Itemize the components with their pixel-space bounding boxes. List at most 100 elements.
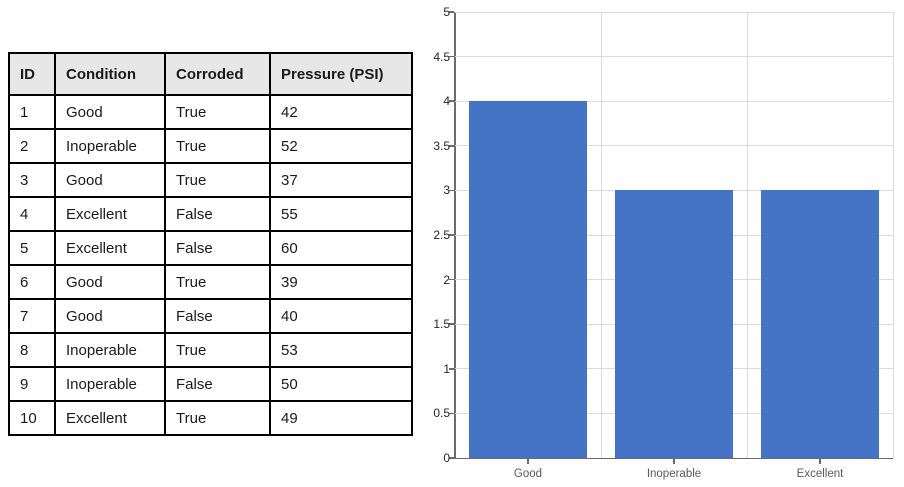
y-tick-mark [449, 412, 454, 415]
y-tick-mark [449, 457, 454, 459]
table-cell: Good [54, 94, 166, 130]
condition-data-table: ID Condition Corroded Pressure (PSI) 1 Good T… [8, 52, 413, 436]
bar-good [469, 101, 587, 458]
table-row: 7 Good False 40 [8, 298, 413, 334]
table-cell: True [164, 332, 271, 368]
table-cell: Excellent [54, 196, 166, 232]
x-tick-mark [819, 459, 821, 464]
h-gridline [455, 145, 893, 147]
y-tick-label: 1 [443, 361, 450, 376]
table-cell: 40 [269, 298, 413, 334]
x-tick-mark [673, 459, 675, 464]
table-cell: Good [54, 298, 166, 334]
column-header-corroded: Corroded [164, 52, 271, 96]
table-cell: Inoperable [54, 332, 166, 368]
table-cell: Excellent [54, 400, 166, 436]
table-cell: True [164, 400, 271, 436]
table-cell: Excellent [54, 230, 166, 266]
table-row: 3 Good True 37 [8, 162, 413, 198]
table-cell: 4 [8, 196, 56, 232]
y-tick-mark [449, 323, 454, 325]
y-tick-mark [449, 234, 454, 236]
table-cell: 7 [8, 298, 56, 334]
table-cell: 5 [8, 230, 56, 266]
x-tick-label: Excellent [796, 468, 844, 480]
table-cell: 3 [8, 162, 56, 198]
table: ID Condition Corroded Pressure (PSI) 1 Good T… [8, 52, 413, 436]
table-cell: 1 [8, 94, 56, 130]
table-row: 8 Inoperable True 53 [8, 332, 413, 368]
table-header-row: ID Condition Corroded Pressure (PSI) [8, 52, 413, 96]
x-tick-mark [527, 459, 529, 464]
y-tick-label: 5 [443, 5, 450, 19]
y-tick-mark [449, 145, 454, 147]
table-cell: 60 [269, 230, 413, 266]
y-tick-label: 2 [443, 272, 450, 287]
y-tick-mark [449, 278, 454, 281]
table-header: ID Condition Corroded Pressure (PSI) [8, 52, 413, 96]
table-row: 9 Inoperable False 50 [8, 366, 413, 402]
table-cell: 50 [269, 366, 413, 402]
table-cell: False [164, 298, 271, 334]
h-gridline [455, 189, 893, 191]
table-body: 1 Good True 42 2 Inoperable True 52 3 Good True 37 4… [8, 94, 413, 436]
table-row: 1 Good True 42 [8, 94, 413, 130]
column-header-id: ID [8, 52, 56, 96]
table-cell: Inoperable [54, 128, 166, 164]
table-cell: 39 [269, 264, 413, 300]
table-cell: 10 [8, 400, 56, 436]
y-tick-label: 4 [443, 94, 450, 109]
y-tick-mark [449, 11, 454, 13]
table-row: 2 Inoperable True 52 [8, 128, 413, 164]
y-tick-label: 4.5 [433, 49, 450, 64]
table-cell: 37 [269, 162, 413, 198]
table-cell: False [164, 366, 271, 402]
table-cell: 42 [269, 94, 413, 130]
table-cell: False [164, 196, 271, 232]
table-cell: 53 [269, 332, 413, 368]
table-cell: False [164, 230, 271, 266]
bar-inoperable [615, 190, 733, 458]
table-cell: 52 [269, 128, 413, 164]
column-header-condition: Condition [54, 52, 166, 96]
table-cell: True [164, 264, 271, 300]
table-cell: 8 [8, 332, 56, 368]
table-cell: Inoperable [54, 366, 166, 402]
h-gridline [455, 100, 893, 102]
table-cell: True [164, 162, 271, 198]
table-row: 4 Excellent False 55 [8, 196, 413, 232]
y-tick-label: 1.5 [433, 317, 450, 332]
y-tick-label: 3 [443, 183, 450, 198]
h-gridline [455, 56, 893, 58]
h-gridline [455, 11, 893, 13]
table-cell: 49 [269, 400, 413, 436]
y-tick-mark [449, 368, 454, 370]
v-gridline [600, 12, 602, 458]
table-row: 10 Excellent True 49 [8, 400, 413, 436]
v-gridline [746, 12, 748, 458]
y-axis-line [454, 12, 456, 458]
table-row: 5 Excellent False 60 [8, 230, 413, 266]
y-tick-mark [449, 189, 454, 192]
table-cell: True [164, 128, 271, 164]
table-cell: Good [54, 264, 166, 300]
y-tick-label: 3.5 [433, 138, 450, 153]
y-tick-mark [449, 100, 454, 102]
table-cell: True [164, 94, 271, 130]
x-tick-label: Inoperable [646, 468, 702, 480]
table-cell: 2 [8, 128, 56, 164]
x-axis-line [454, 457, 893, 459]
y-tick-label: 2.5 [433, 228, 450, 242]
x-tick-label: Good [513, 468, 543, 480]
column-header-pressure-psi: Pressure (PSI) [269, 52, 413, 96]
bar-excellent [761, 190, 879, 458]
y-tick-label: 0 [443, 451, 450, 465]
y-tick-label: 0.5 [433, 406, 450, 421]
v-gridline [892, 12, 894, 458]
table-row: 6 Good True 39 [8, 264, 413, 300]
chart-plot-area [449, 11, 894, 464]
y-tick-mark [449, 55, 454, 58]
table-cell: 55 [269, 196, 413, 232]
table-cell: 6 [8, 264, 56, 300]
table-cell: 9 [8, 366, 56, 402]
